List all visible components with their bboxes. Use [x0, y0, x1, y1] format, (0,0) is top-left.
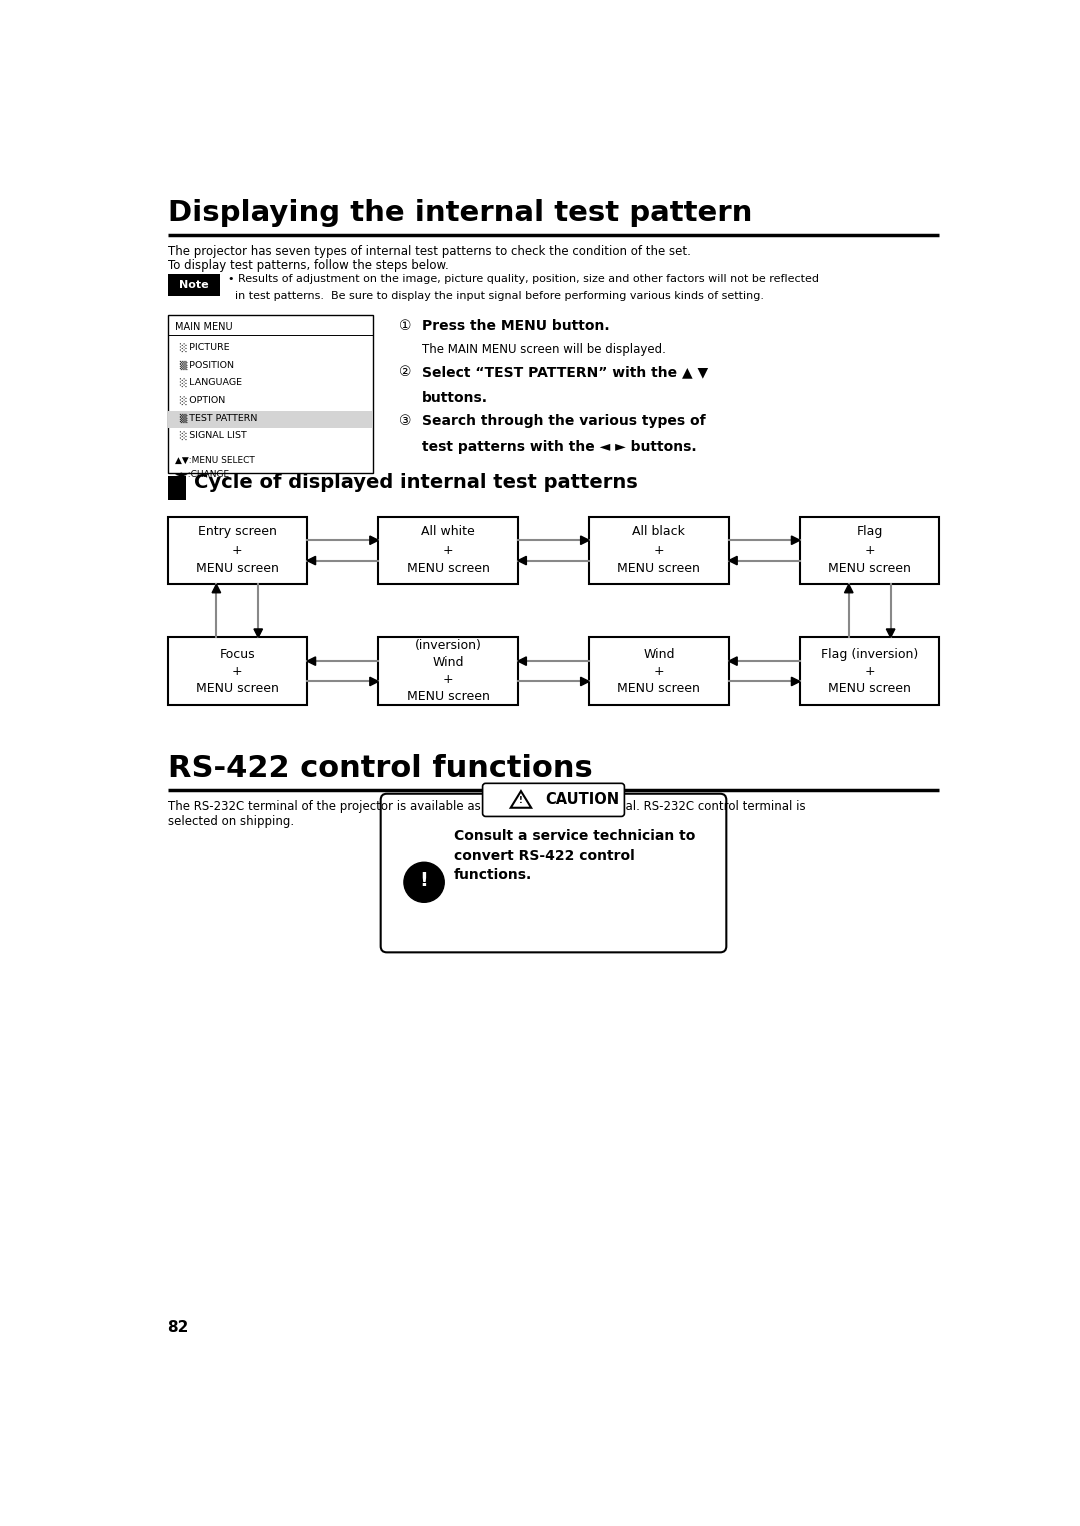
Text: ③: ③ [399, 414, 411, 429]
Bar [590, 516, 729, 584]
Text: Note: Note [179, 279, 208, 290]
Text: +: + [443, 673, 454, 687]
Text: MENU screen: MENU screen [195, 682, 279, 694]
Text: +: + [653, 665, 664, 678]
Bar [590, 638, 729, 705]
Text: 82: 82 [167, 1320, 189, 1335]
Bar [800, 516, 940, 584]
Bar [168, 410, 373, 427]
Text: ◄►:CHANGE: ◄►:CHANGE [175, 470, 230, 479]
Text: All black: All black [633, 525, 686, 539]
Text: Consult a service technician to
convert RS-422 control
functions.: Consult a service technician to convert … [454, 829, 694, 882]
Text: Wind: Wind [644, 649, 675, 661]
Text: RS-422 control functions: RS-422 control functions [167, 754, 592, 783]
Text: selected on shipping.: selected on shipping. [167, 815, 294, 829]
Bar [167, 275, 220, 296]
Text: Press the MENU button.: Press the MENU button. [422, 319, 609, 333]
FancyBboxPatch shape [483, 783, 624, 816]
Text: ①: ① [399, 319, 411, 333]
Text: MENU screen: MENU screen [618, 682, 700, 694]
Text: ▒ TEST PATTERN: ▒ TEST PATTERN [179, 414, 257, 423]
Bar [167, 314, 373, 473]
Polygon shape [792, 536, 800, 545]
Bar [378, 638, 517, 705]
Text: ░ SIGNAL LIST: ░ SIGNAL LIST [179, 430, 247, 439]
Text: +: + [232, 543, 243, 557]
Circle shape [404, 862, 444, 902]
Text: Flag (inversion): Flag (inversion) [821, 649, 918, 661]
Text: in test patterns.  Be sure to display the input signal before performing various: in test patterns. Be sure to display the… [228, 291, 764, 301]
Text: +: + [864, 665, 875, 678]
Text: MENU screen: MENU screen [195, 563, 279, 575]
Polygon shape [517, 656, 526, 665]
Text: ▒ POSITION: ▒ POSITION [179, 360, 234, 369]
Text: The projector has seven types of internal test patterns to check the condition o: The projector has seven types of interna… [167, 244, 690, 258]
Polygon shape [307, 656, 315, 665]
Polygon shape [369, 678, 378, 685]
Text: The RS-232C terminal of the projector is available as a RS-422 control terminal.: The RS-232C terminal of the projector is… [167, 800, 806, 813]
Text: • Results of adjustment on the image, picture quality, position, size and other : • Results of adjustment on the image, pi… [228, 275, 819, 284]
Text: Focus: Focus [219, 649, 255, 661]
Text: buttons.: buttons. [422, 391, 488, 404]
FancyBboxPatch shape [380, 794, 727, 952]
Text: ░ LANGUAGE: ░ LANGUAGE [179, 378, 242, 388]
Polygon shape [729, 557, 738, 565]
Polygon shape [792, 678, 800, 685]
Text: ░ OPTION: ░ OPTION [179, 395, 226, 404]
Text: The MAIN MENU screen will be displayed.: The MAIN MENU screen will be displayed. [422, 343, 665, 356]
Text: MENU screen: MENU screen [407, 690, 489, 703]
Polygon shape [581, 678, 590, 685]
Bar [378, 516, 517, 584]
Text: Search through the various types of: Search through the various types of [422, 414, 705, 429]
Text: Displaying the internal test pattern: Displaying the internal test pattern [167, 200, 752, 227]
Text: MAIN MENU: MAIN MENU [175, 322, 233, 333]
Text: Wind: Wind [432, 656, 463, 670]
Polygon shape [581, 536, 590, 545]
Polygon shape [517, 557, 526, 565]
Text: ②: ② [399, 365, 411, 378]
Text: Select “TEST PATTERN” with the ▲ ▼: Select “TEST PATTERN” with the ▲ ▼ [422, 365, 707, 378]
Text: MENU screen: MENU screen [828, 563, 912, 575]
Text: +: + [653, 543, 664, 557]
Text: test patterns with the ◄ ► buttons.: test patterns with the ◄ ► buttons. [422, 441, 697, 455]
Polygon shape [845, 584, 853, 592]
Text: (inversion): (inversion) [415, 639, 482, 653]
Bar [167, 476, 186, 499]
Text: !: ! [420, 871, 429, 890]
Bar [167, 638, 307, 705]
Text: +: + [232, 665, 243, 678]
Polygon shape [307, 557, 315, 565]
Text: All white: All white [421, 525, 475, 539]
Text: MENU screen: MENU screen [618, 563, 700, 575]
Text: !: ! [519, 797, 523, 806]
Text: Entry screen: Entry screen [198, 525, 276, 539]
Text: ░ PICTURE: ░ PICTURE [179, 342, 230, 351]
Bar [167, 516, 307, 584]
Polygon shape [887, 629, 895, 638]
Text: MENU screen: MENU screen [828, 682, 912, 694]
Text: Cycle of displayed internal test patterns: Cycle of displayed internal test pattern… [194, 473, 637, 491]
Text: ▲▼:MENU SELECT: ▲▼:MENU SELECT [175, 456, 255, 465]
Text: Flag: Flag [856, 525, 882, 539]
Text: +: + [864, 543, 875, 557]
Bar [800, 638, 940, 705]
Text: To display test patterns, follow the steps below.: To display test patterns, follow the ste… [167, 258, 448, 272]
Text: +: + [443, 543, 454, 557]
Text: MENU screen: MENU screen [407, 563, 489, 575]
Polygon shape [212, 584, 220, 592]
Polygon shape [369, 536, 378, 545]
Polygon shape [254, 629, 262, 638]
Text: CAUTION: CAUTION [545, 792, 620, 807]
Polygon shape [729, 656, 738, 665]
Bar [489, 787, 618, 812]
